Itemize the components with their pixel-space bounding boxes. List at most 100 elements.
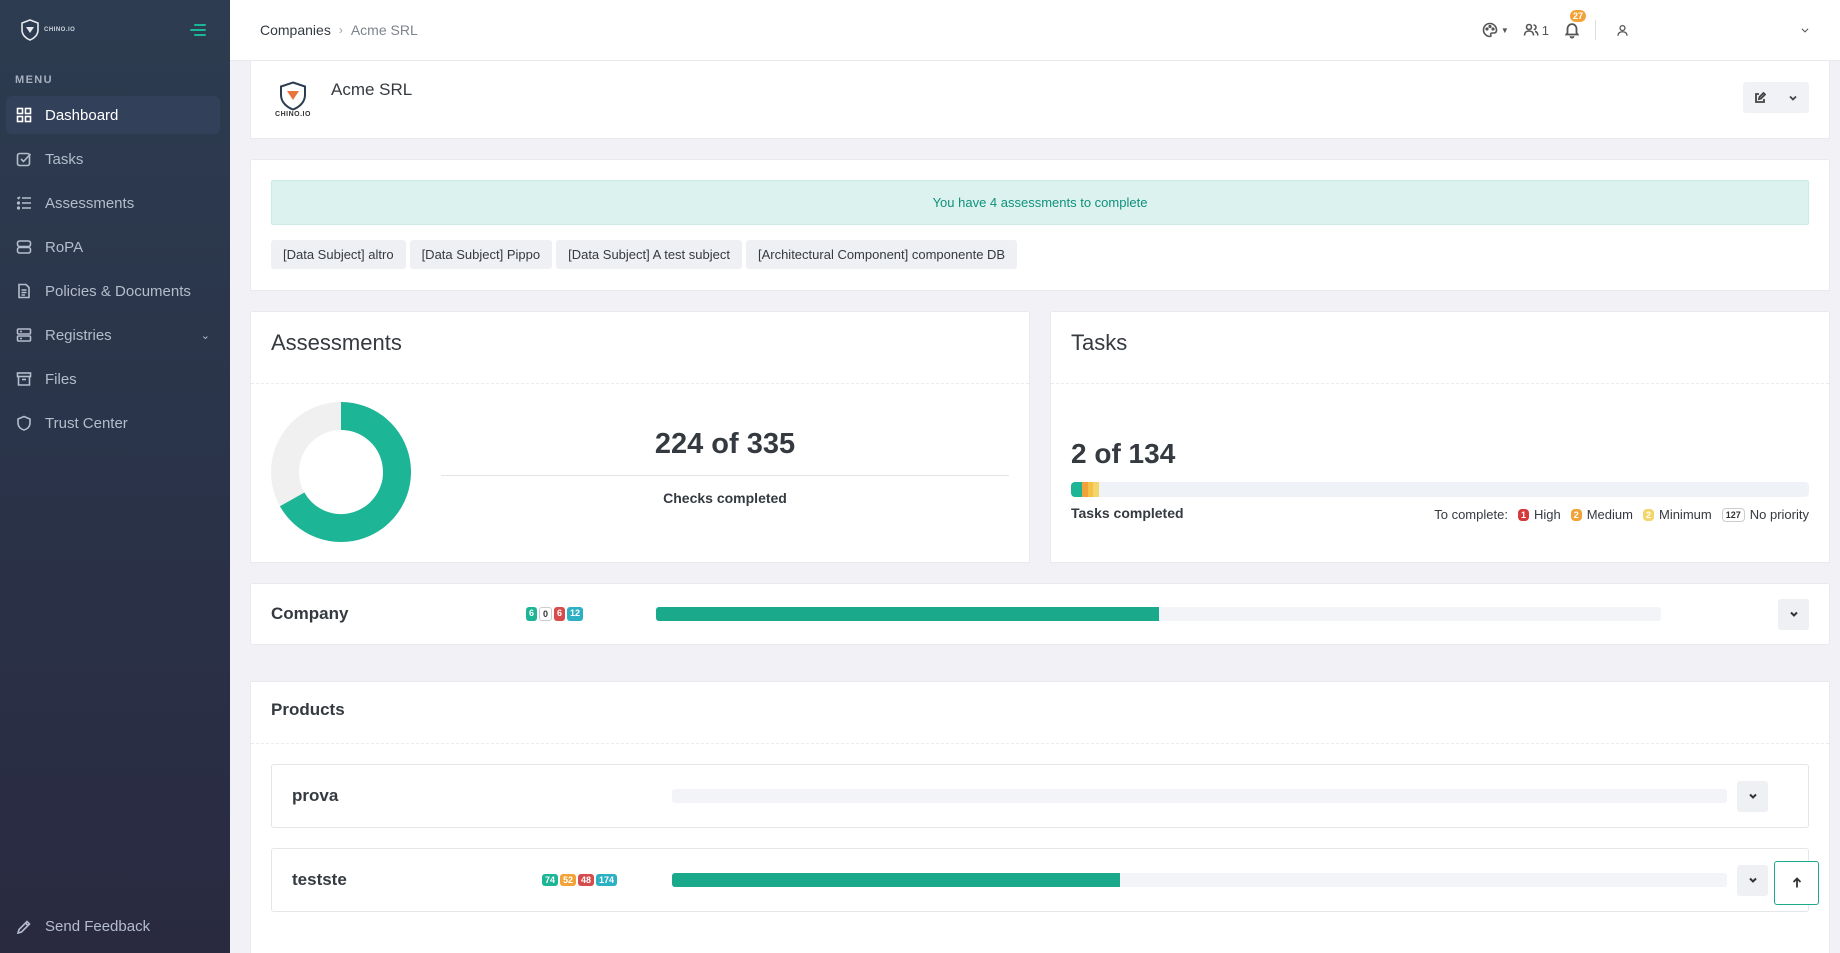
assessment-chips: [Data Subject] altro [Data Subject] Pipp… [271, 240, 1809, 269]
status-badge: 74 [542, 874, 559, 886]
shield-icon [16, 415, 32, 431]
notifications-button[interactable]: 27 [1563, 10, 1587, 39]
chevron-down-icon [1748, 877, 1757, 883]
summary-row: Assessments 224 of 335 Checks completed … [250, 311, 1830, 563]
tasks-footer: Tasks completed To complete: 1 High 2 Me… [1071, 503, 1809, 523]
sidebar-item-trust-center[interactable]: Trust Center [6, 404, 220, 442]
users-icon [1523, 23, 1539, 36]
product-expand-button[interactable] [1737, 780, 1768, 812]
product-row-prova: prova [271, 764, 1809, 828]
sidebar-item-policies[interactable]: Policies & Documents [6, 272, 220, 310]
menu-title: MENU [15, 74, 53, 86]
sidebar-item-ropa[interactable]: RoPA [6, 228, 220, 266]
sidebar-item-registries[interactable]: Registries ⌄ [6, 316, 220, 354]
tasks-bar-segment [1093, 482, 1099, 497]
product-name: prova [292, 786, 339, 805]
tasks-icon [16, 151, 32, 167]
assessment-chip[interactable]: [Data Subject] altro [271, 240, 406, 269]
dashboard-icon [16, 107, 32, 123]
products-card: Products prova testste 74 52 48 174 [250, 681, 1830, 953]
breadcrumb-companies[interactable]: Companies [260, 22, 331, 38]
company-actions [1743, 82, 1809, 113]
sidebar-item-label: Dashboard [45, 106, 119, 124]
sidebar-item-assessments[interactable]: Assessments [6, 184, 220, 222]
assessments-donut-chart [271, 402, 411, 542]
chevron-down-icon [1801, 28, 1809, 33]
assessments-title: Assessments [251, 312, 1029, 384]
product-expand-button[interactable] [1737, 864, 1768, 896]
shield-logo-icon [21, 19, 39, 41]
assessments-alert: You have 4 assessments to complete [271, 180, 1809, 225]
app-logo[interactable]: CHINO.IO [20, 19, 75, 41]
status-badge: 48 [578, 874, 595, 886]
status-badge: 12 [567, 607, 584, 621]
arrow-up-icon [1792, 877, 1801, 888]
assessments-stats: 224 of 335 Checks completed [441, 428, 1009, 506]
document-icon [16, 283, 32, 299]
assessments-label: Checks completed [663, 490, 787, 506]
tasks-bar-segment [1081, 482, 1088, 497]
database-icon [16, 239, 32, 255]
users-counter[interactable]: 1 [1523, 22, 1549, 38]
sidebar-item-tasks[interactable]: Tasks [6, 140, 220, 178]
sidebar-item-label: Policies & Documents [45, 282, 191, 300]
caret-down-icon: ▼ [1500, 25, 1509, 35]
sidebar-item-label: RoPA [45, 238, 84, 256]
send-feedback-link[interactable]: Send Feedback [16, 918, 150, 935]
registry-icon [16, 327, 32, 343]
company-expand-button[interactable] [1778, 598, 1809, 630]
topbar: Companies › Acme SRL ▼ 1 27 [230, 0, 1840, 61]
menu-toggle-icon[interactable] [190, 24, 206, 36]
products-title: Products [251, 682, 1829, 744]
theme-switcher[interactable]: ▼ [1482, 22, 1509, 38]
chevron-right-icon: › [338, 23, 343, 37]
assessment-chip[interactable]: [Architectural Component] componente DB [745, 240, 1018, 269]
company-progress-bar [656, 607, 1661, 621]
tasks-priority-legend: To complete: 1 High 2 Medium 2 Minimum 1… [1434, 507, 1809, 522]
logo-text: CHINO.IO [44, 27, 76, 33]
sidebar-item-label: Trust Center [45, 414, 128, 432]
minimum-priority-label: Minimum [1658, 507, 1712, 522]
status-badge: 174 [596, 874, 618, 886]
tasks-title: Tasks [1051, 312, 1829, 384]
no-priority-label: No priority [1749, 507, 1809, 522]
high-priority-label: High [1533, 507, 1561, 522]
notifications-badge: 27 [1570, 10, 1587, 22]
company-progress-row: Company 6 0 6 12 [250, 583, 1830, 645]
assessment-chip[interactable]: [Data Subject] Pippo [409, 240, 553, 269]
sidebar-item-files[interactable]: Files [6, 360, 220, 398]
tasks-bar-segment [1087, 482, 1094, 497]
donut-arc-completed [279, 402, 411, 542]
company-status-badges: 6 0 6 12 [526, 607, 656, 621]
user-menu[interactable] [1610, 24, 1810, 37]
product-progress-fill [672, 873, 1121, 887]
status-badge: 6 [526, 607, 538, 621]
assessment-chip[interactable]: [Data Subject] A test subject [556, 240, 742, 269]
breadcrumb: Companies › Acme SRL [260, 22, 418, 38]
divider [1595, 20, 1596, 40]
sidebar-item-dashboard[interactable]: Dashboard [6, 96, 220, 134]
company-shield-logo-icon [280, 81, 306, 111]
product-name: testste [292, 870, 347, 889]
tasks-progress-bar [1071, 482, 1809, 497]
assessments-body: 224 of 335 Checks completed [251, 384, 1029, 560]
product-progress-bar [672, 789, 1727, 803]
company-header: CHINO.IO Acme SRL [250, 61, 1830, 139]
medium-priority-label: Medium [1586, 507, 1633, 522]
chevron-down-icon: ⌄ [200, 329, 210, 342]
company-row-title: Company [271, 604, 349, 623]
list-icon [16, 195, 32, 211]
breadcrumb-current: Acme SRL [350, 22, 418, 38]
main-content: CHINO.IO Acme SRL You have 4 assessments… [250, 61, 1830, 953]
scroll-to-top-button[interactable] [1774, 861, 1819, 905]
product-row-testste: testste 74 52 48 174 [271, 848, 1809, 912]
topbar-actions: ▼ 1 27 [1482, 10, 1810, 40]
assessments-summary-card: Assessments 224 of 335 Checks completed [250, 311, 1030, 563]
archive-icon [16, 371, 32, 387]
sidebar-item-label: Files [45, 370, 77, 388]
chevron-down-icon [1789, 611, 1798, 617]
more-dropdown-button[interactable] [1776, 82, 1809, 113]
sidebar-item-label: Tasks [45, 150, 84, 168]
company-logo-text: CHINO.IO [275, 111, 311, 118]
edit-button[interactable] [1743, 82, 1776, 113]
